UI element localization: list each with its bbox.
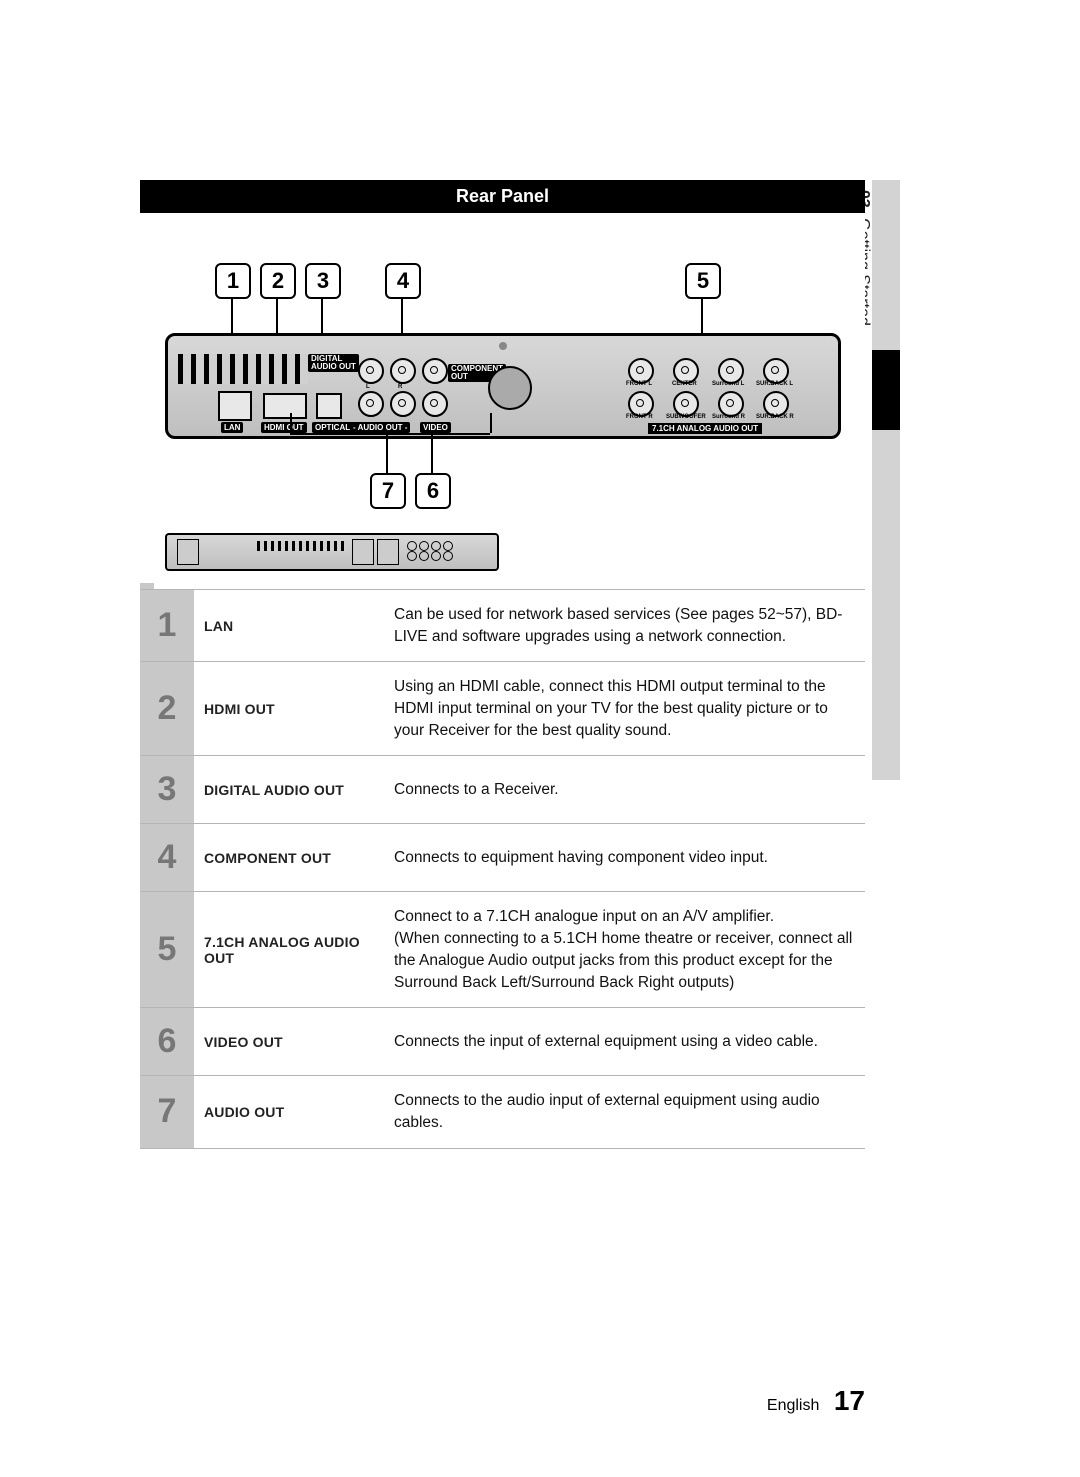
side-tab: 03 Getting Started [872, 180, 900, 780]
port-desc: Connects the input of external equipment… [384, 1008, 865, 1076]
lan-port [218, 391, 252, 421]
mini-block [352, 539, 374, 565]
side-tab-marker [872, 350, 900, 430]
jl: Surround R [712, 414, 745, 420]
row-number: 3 [140, 756, 194, 824]
mini-jack [431, 551, 441, 561]
port-desc: Connects to a Receiver. [384, 756, 865, 824]
row-number: 1 [140, 590, 194, 662]
manual-page: 03 Getting Started Rear Panel 1 2 3 4 5 [0, 0, 1080, 1477]
jack-audio-r [390, 391, 416, 417]
callout-line [386, 433, 388, 473]
jl: SUR.BACK R [756, 414, 794, 420]
audio-out-label: - AUDIO OUT - [350, 422, 410, 433]
jack [422, 358, 448, 384]
digital-audio-label: DIGITALAUDIO OUT [308, 354, 359, 372]
footer-page: 17 [834, 1385, 865, 1416]
callout-6: 6 [415, 473, 451, 509]
callout-4: 4 [385, 263, 421, 299]
mini-jack [419, 551, 429, 561]
hdmi-port [263, 393, 307, 419]
mini-device [165, 533, 499, 571]
analog71-label: 7.1CH ANALOG AUDIO OUT [648, 423, 762, 434]
table-row: 57.1CH ANALOG AUDIO OUTConnect to a 7.1C… [140, 892, 865, 1008]
callout-line [290, 413, 292, 433]
mini-jack [443, 551, 453, 561]
callout-line [490, 413, 492, 433]
table-row: 3DIGITAL AUDIO OUTConnects to a Receiver… [140, 756, 865, 824]
table-row: 4COMPONENT OUTConnects to equipment havi… [140, 824, 865, 892]
table-row: 2HDMI OUTUsing an HDMI cable, connect th… [140, 662, 865, 756]
footer-lang: English [767, 1397, 819, 1414]
port-name: DIGITAL AUDIO OUT [194, 756, 384, 824]
mini-vent [257, 541, 347, 551]
table-row: 1LANCan be used for network based servic… [140, 590, 865, 662]
page-footer: English 17 [140, 1385, 865, 1417]
table-row: 7AUDIO OUTConnects to the audio input of… [140, 1076, 865, 1148]
callout-3: 3 [305, 263, 341, 299]
jack-video [422, 391, 448, 417]
port-desc: Can be used for network based services (… [384, 590, 865, 662]
mini-jack [431, 541, 441, 551]
port-name: 7.1CH ANALOG AUDIO OUT [194, 892, 384, 1008]
mini-block [177, 539, 199, 565]
row-number: 2 [140, 662, 194, 756]
optical-label: OPTICAL [312, 422, 353, 433]
ports-table: 1LANCan be used for network based servic… [140, 589, 865, 1149]
callout-2: 2 [260, 263, 296, 299]
body-column: Rear Panel 1 2 3 4 5 LAN HDMI OUT [140, 180, 865, 1149]
port-name: COMPONENT OUT [194, 824, 384, 892]
vent-grille [178, 354, 308, 384]
callout-7: 7 [370, 473, 406, 509]
jack [390, 358, 416, 384]
mini-jack [407, 551, 417, 561]
callout-line [431, 433, 433, 473]
jl: FRONT L [626, 381, 652, 387]
fan-icon [488, 366, 532, 410]
row-number: 5 [140, 892, 194, 1008]
video-label: VIDEO [420, 422, 451, 433]
table-row: 6VIDEO OUTConnects the input of external… [140, 1008, 865, 1076]
optical-port [316, 393, 342, 419]
mini-jack [407, 541, 417, 551]
callout-5: 5 [685, 263, 721, 299]
port-desc: Connects to equipment having component v… [384, 824, 865, 892]
section-header: Rear Panel [140, 180, 865, 213]
mini-block [377, 539, 399, 565]
port-name: LAN [194, 590, 384, 662]
jl: SUR.BACK L [756, 381, 793, 387]
jl: Surround L [712, 381, 744, 387]
lan-label: LAN [221, 422, 243, 433]
callout-1: 1 [215, 263, 251, 299]
r-label: R [398, 384, 402, 390]
jl: SUBWOOFER [666, 414, 706, 420]
port-name: HDMI OUT [194, 662, 384, 756]
row-number: 4 [140, 824, 194, 892]
callout-hline [290, 433, 490, 435]
port-name: AUDIO OUT [194, 1076, 384, 1148]
hdmi-label: HDMI OUT [261, 422, 307, 433]
jack-audio-l [358, 391, 384, 417]
jl: FRONT R [626, 414, 653, 420]
mini-jack [419, 541, 429, 551]
mini-jack [443, 541, 453, 551]
rear-panel-diagram: 1 2 3 4 5 LAN HDMI OUT OPTICAL [140, 213, 865, 583]
jack [358, 358, 384, 384]
screw-icon [499, 342, 507, 350]
row-number: 7 [140, 1076, 194, 1148]
l-label: L [366, 384, 370, 390]
device-rear: LAN HDMI OUT OPTICAL DIGITALAUDIO OUT CO… [165, 333, 841, 439]
port-desc: Using an HDMI cable, connect this HDMI o… [384, 662, 865, 756]
port-desc: Connects to the audio input of external … [384, 1076, 865, 1148]
port-desc: Connect to a 7.1CH analogue input on an … [384, 892, 865, 1008]
jl: CENTER [672, 381, 697, 387]
row-number: 6 [140, 1008, 194, 1076]
port-name: VIDEO OUT [194, 1008, 384, 1076]
